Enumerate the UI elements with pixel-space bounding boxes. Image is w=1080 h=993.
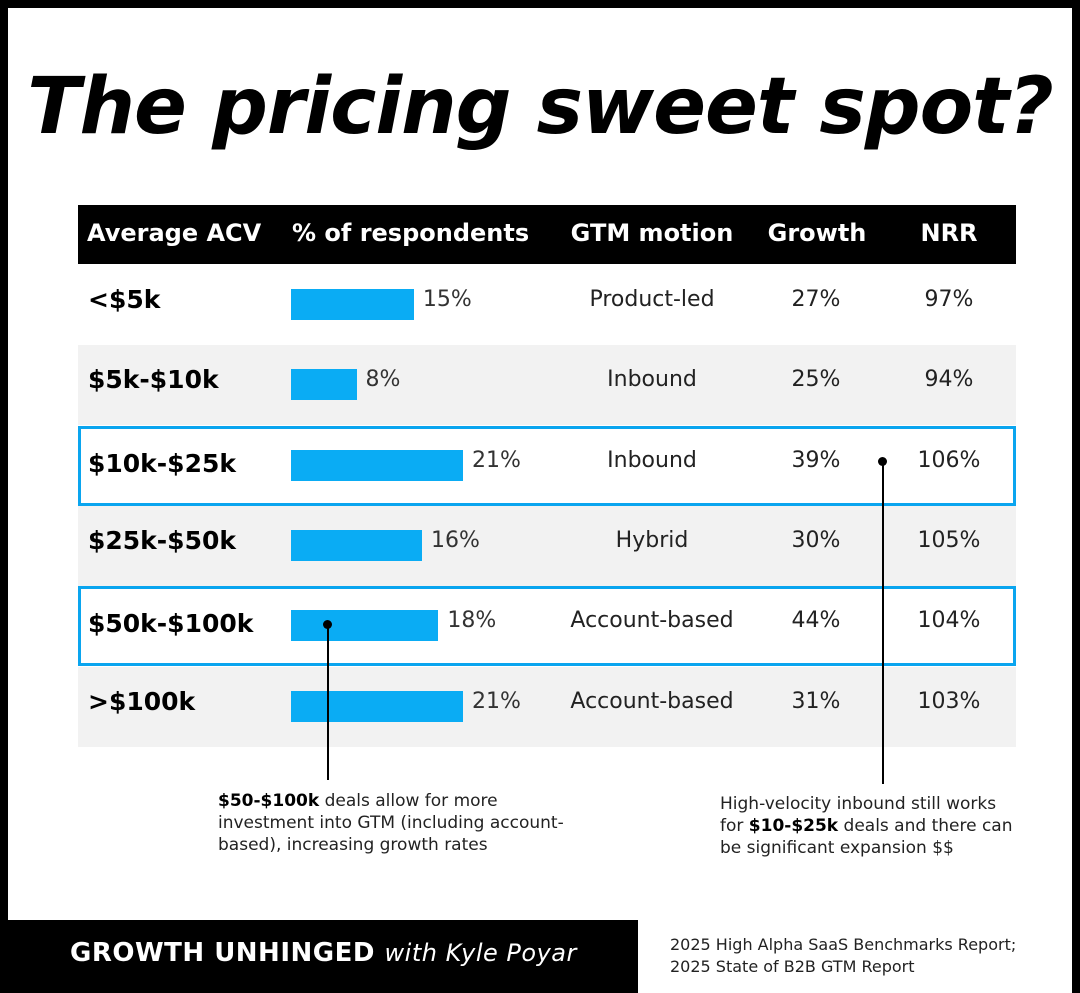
growth-value: 31%	[791, 688, 841, 714]
table-row: <$5k 15% Product-led 27% 97%	[78, 265, 1016, 345]
gtm-motion: Product-led	[589, 287, 715, 312]
growth-value: 27%	[791, 287, 841, 312]
growth-value: 44%	[791, 608, 841, 634]
nrr-value: 103%	[917, 688, 981, 714]
footer-brand: GROWTH UNHINGED with Kyle Poyar	[70, 938, 577, 968]
table-row: $10k-$25k 21% Inbound 39% 106%	[78, 425, 1016, 506]
source-citation: 2025 High Alpha SaaS Benchmarks Report; …	[670, 934, 1016, 978]
callout-line-left	[327, 625, 329, 780]
table-row: $25k-$50k 16% Hybrid 30% 105%	[78, 505, 1016, 586]
source-line-1: 2025 High Alpha SaaS Benchmarks Report;	[670, 935, 1017, 954]
respondents-pct-label: 18%	[447, 608, 497, 634]
respondents-pct-label: 8%	[365, 367, 401, 393]
respondents-bar	[291, 369, 357, 401]
column-header-acv: Average ACV	[87, 219, 262, 247]
growth-value: 25%	[791, 367, 841, 393]
nrr-value: 104%	[917, 608, 981, 634]
table-row: >$100k 21% Account-based 31% 103%	[78, 666, 1016, 747]
page-title: The pricing sweet spot?	[27, 62, 1053, 152]
callout-dot-right	[878, 457, 887, 466]
table-row: $50k-$100k 18% Account-based 44% 104%	[78, 586, 1016, 667]
acv-label: $50k-$100k	[88, 609, 254, 639]
footer-brand-bar	[0, 920, 638, 993]
nrr-value: 105%	[917, 527, 981, 553]
acv-label: <$5k	[88, 285, 161, 314]
acv-label: $25k-$50k	[88, 525, 236, 555]
respondents-bar	[291, 610, 439, 642]
nrr-value: 94%	[924, 367, 974, 393]
acv-label: >$100k	[88, 686, 196, 716]
callout-dot-left	[323, 620, 332, 629]
column-header-respondents: % of respondents	[292, 219, 530, 247]
respondents-pct-label: 16%	[431, 527, 480, 553]
respondents-bar	[291, 289, 414, 320]
column-header-nrr: NRR	[920, 219, 978, 247]
growth-value: 30%	[791, 527, 841, 553]
respondents-bar	[291, 690, 463, 722]
footer-source-box	[638, 920, 1072, 993]
brand-byline: with Kyle Poyar	[384, 939, 577, 967]
acv-label: $5k-$10k	[88, 365, 219, 395]
respondents-bar	[291, 529, 423, 561]
brand-name: GROWTH UNHINGED	[70, 938, 375, 968]
annotation-left: $50-$100k deals allow for more investmen…	[218, 790, 578, 856]
respondents-bar	[291, 449, 463, 481]
respondents-pct-label: 21%	[472, 447, 521, 473]
gtm-motion: Inbound	[607, 367, 697, 393]
column-header-gtm: GTM motion	[570, 219, 734, 247]
callout-line-right	[882, 462, 884, 784]
annotation-right-bold: $10-$25k	[748, 816, 839, 836]
growth-value: 39%	[791, 447, 841, 473]
gtm-motion: Hybrid	[615, 527, 689, 553]
annotation-right-pre: High-velocity inbound still works for	[720, 794, 997, 836]
nrr-value: 97%	[924, 287, 974, 312]
gtm-motion: Inbound	[607, 447, 697, 473]
table-header: Average ACV % of respondents GTM motion …	[78, 205, 1016, 264]
table-row: $5k-$10k 8% Inbound 25% 94%	[78, 345, 1016, 426]
source-line-2: 2025 State of B2B GTM Report	[670, 957, 915, 976]
respondents-pct-label: 15%	[422, 287, 472, 312]
nrr-value: 106%	[917, 447, 981, 473]
annotation-left-text: deals allow for more investment into GTM…	[218, 791, 564, 855]
annotation-right-post: deals and there can be significant expan…	[720, 816, 1013, 858]
acv-label: $10k-$25k	[88, 448, 236, 478]
column-header-growth: Growth	[767, 219, 867, 247]
gtm-motion: Account-based	[570, 688, 734, 714]
annotation-left-bold: $50-$100k	[218, 791, 320, 811]
gtm-motion: Account-based	[570, 608, 734, 634]
respondents-pct-label: 21%	[472, 688, 521, 714]
annotation-right: High-velocity inbound still works for $1…	[720, 793, 1020, 859]
